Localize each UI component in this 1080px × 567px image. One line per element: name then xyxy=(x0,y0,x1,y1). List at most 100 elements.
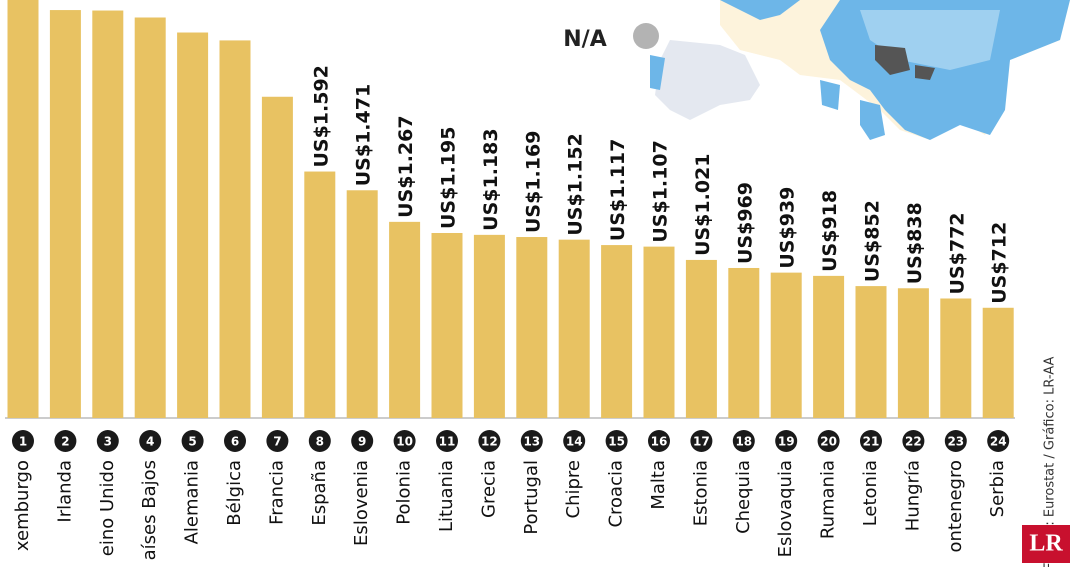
value-label: US$1.152 xyxy=(565,133,587,235)
rank: 24 xyxy=(990,435,1007,449)
source: Fuente: Eurostat / Gráfico: LR-AA xyxy=(1043,357,1058,567)
x-tick-label: aíses Bajos xyxy=(139,460,160,560)
rank: 7 xyxy=(273,435,281,449)
bar xyxy=(431,232,463,418)
rank-badge xyxy=(775,430,798,452)
logo-box xyxy=(1022,525,1070,563)
rank-badge xyxy=(266,430,289,452)
rank: 12 xyxy=(481,435,498,449)
map xyxy=(650,0,1070,140)
bar xyxy=(346,190,378,418)
rank-badge xyxy=(605,430,628,452)
rank-badge xyxy=(902,430,925,452)
x-tick-label: Alemania xyxy=(182,460,203,544)
rank: 19 xyxy=(778,435,795,449)
bar xyxy=(261,96,293,418)
x-tick-label: Eslovaquia xyxy=(775,460,796,557)
rank-badge xyxy=(351,430,374,452)
value-label: US$1.107 xyxy=(650,140,672,242)
rank-badge xyxy=(12,430,34,452)
rank-badge xyxy=(520,430,543,452)
rank-badge xyxy=(478,430,501,452)
legend-swatch xyxy=(633,23,659,49)
x-tick-label: Portugal xyxy=(521,460,542,535)
rank: 3 xyxy=(104,435,112,449)
rank: 18 xyxy=(735,435,752,449)
rank-badge xyxy=(224,430,246,452)
rank: 9 xyxy=(358,435,366,449)
rank: 1 xyxy=(19,435,27,449)
x-tick-label: Malta xyxy=(648,460,669,510)
x-tick-label: España xyxy=(309,460,330,526)
rank-badge xyxy=(944,430,967,452)
bar xyxy=(49,10,81,419)
bar xyxy=(7,0,39,419)
rank: 21 xyxy=(863,435,880,449)
bar xyxy=(92,10,124,419)
value-label: US$918 xyxy=(819,190,841,272)
value-label: US$939 xyxy=(777,187,799,269)
rank: 14 xyxy=(566,435,583,449)
rank: 5 xyxy=(188,435,196,449)
x-tick-label: Serbia xyxy=(987,460,1008,517)
rank: 8 xyxy=(316,435,324,449)
bar xyxy=(897,288,929,418)
x-tick-label: Estonia xyxy=(690,460,711,526)
value-label: US$1.195 xyxy=(438,127,460,229)
rank: 16 xyxy=(651,435,668,449)
rank-badge xyxy=(732,430,755,452)
rank-badge xyxy=(181,430,204,452)
rank-badge xyxy=(308,430,331,452)
bar xyxy=(473,234,505,418)
x-tick-label: xemburgo xyxy=(12,460,33,551)
rank: 22 xyxy=(905,435,922,449)
value-label: US$1.183 xyxy=(480,128,502,230)
value-label: US$772 xyxy=(946,212,968,294)
rank-badge xyxy=(690,430,713,452)
rank-badge xyxy=(393,430,416,452)
rank-badge xyxy=(987,430,1010,452)
bar xyxy=(982,307,1014,418)
value-label: US$1.267 xyxy=(395,115,417,217)
rank: 13 xyxy=(523,435,540,449)
value-label: US$852 xyxy=(862,200,884,282)
bar xyxy=(516,237,548,418)
rank-badge xyxy=(96,430,119,452)
bar xyxy=(770,272,802,418)
x-tick-label: ontenegro xyxy=(945,460,966,552)
rank: 4 xyxy=(146,435,154,449)
bar xyxy=(219,40,251,418)
value-label: US$712 xyxy=(989,222,1011,304)
rank-badge xyxy=(54,430,77,452)
bar xyxy=(855,286,887,418)
rank-badge xyxy=(817,430,840,452)
rank-badge xyxy=(139,430,162,452)
value-label: US$838 xyxy=(904,202,926,284)
x-tick-label: eino Unido xyxy=(97,460,118,556)
legend-label: N/A xyxy=(563,27,606,52)
rank-badge xyxy=(648,430,670,452)
bar xyxy=(685,259,717,418)
rank: 23 xyxy=(947,435,964,449)
logo: LR xyxy=(1029,531,1063,557)
bar xyxy=(558,239,590,418)
x-tick-label: Chequia xyxy=(733,460,754,534)
rank: 6 xyxy=(231,435,239,449)
value-label: US$1.021 xyxy=(692,153,714,255)
bar xyxy=(813,275,845,418)
rank: 17 xyxy=(693,435,710,449)
rank: 15 xyxy=(608,435,625,449)
bar xyxy=(643,246,675,418)
bar xyxy=(728,267,760,418)
rank: 2 xyxy=(61,435,69,449)
x-tick-label: Letonia xyxy=(860,460,881,526)
rank: 10 xyxy=(396,435,413,449)
value-label: US$1.592 xyxy=(310,65,332,167)
rank-badge xyxy=(860,430,882,452)
x-tick-label: Lituania xyxy=(436,460,457,532)
x-tick-label: Croacia xyxy=(606,460,627,528)
x-tick-label: Grecia xyxy=(478,460,499,518)
rank-badge xyxy=(563,430,586,452)
x-tick-label: Chipre xyxy=(563,460,584,518)
rank: 11 xyxy=(439,435,456,449)
